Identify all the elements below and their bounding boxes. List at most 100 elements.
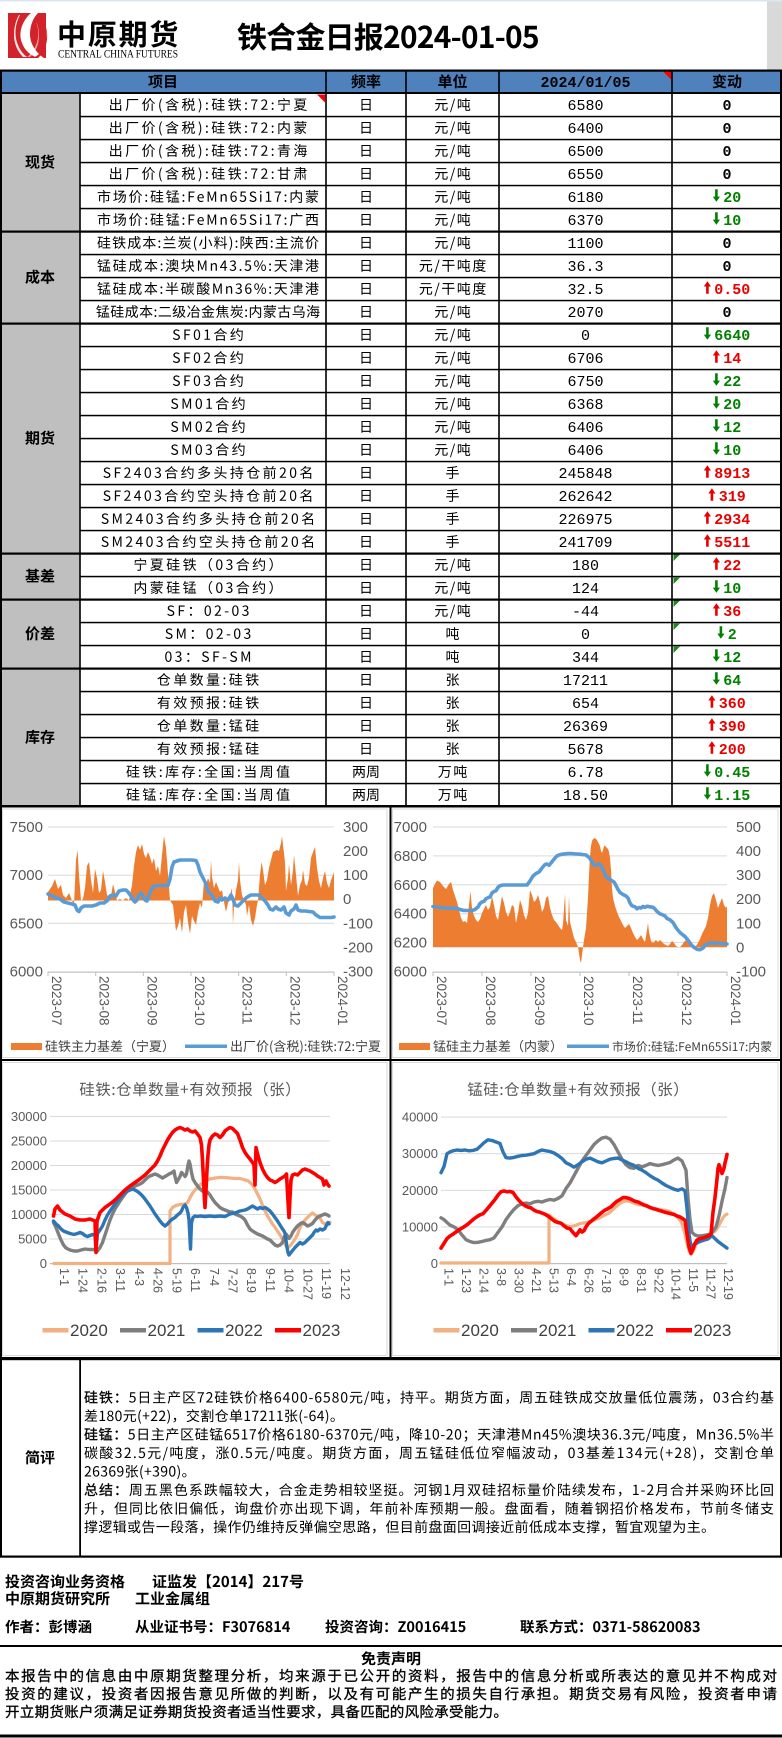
svg-text:20000: 20000 [402, 1183, 438, 1198]
svg-text:300: 300 [736, 867, 761, 884]
svg-text:14: 14 [723, 351, 741, 368]
svg-text:64: 64 [723, 673, 741, 690]
svg-text:5511: 5511 [714, 535, 750, 552]
svg-text:1100: 1100 [567, 236, 603, 253]
svg-text:2-16: 2-16 [94, 1268, 108, 1293]
svg-text:-44: -44 [572, 604, 599, 621]
svg-text:2-14: 2-14 [477, 1268, 491, 1293]
svg-text:6580: 6580 [567, 98, 603, 115]
svg-text:12: 12 [723, 650, 741, 667]
svg-text:CENTRAL CHINA FUTURES: CENTRAL CHINA FUTURES [58, 48, 178, 61]
svg-text:12-12: 12-12 [338, 1268, 352, 1300]
svg-text:40000: 40000 [402, 1110, 438, 1125]
svg-text:9-22: 9-22 [651, 1268, 665, 1293]
svg-text:6750: 6750 [567, 374, 603, 391]
svg-text:262642: 262642 [558, 489, 612, 506]
svg-text:2023-10: 2023-10 [192, 976, 207, 1026]
svg-text:6406: 6406 [567, 420, 603, 437]
svg-text:5000: 5000 [18, 1232, 47, 1247]
svg-text:2023-12: 2023-12 [679, 976, 694, 1026]
svg-text:6000: 6000 [10, 964, 43, 981]
svg-text:2023-07: 2023-07 [49, 976, 64, 1026]
svg-text:12: 12 [723, 420, 741, 437]
svg-text:6200: 6200 [394, 935, 427, 952]
svg-text:2934: 2934 [714, 512, 750, 529]
svg-text:-100: -100 [736, 964, 766, 981]
svg-text:2024/01/05: 2024/01/05 [540, 75, 630, 92]
svg-text:10: 10 [723, 443, 741, 460]
svg-text:11-19: 11-19 [319, 1268, 333, 1299]
svg-text:11-27: 11-27 [704, 1268, 718, 1299]
svg-text:2023: 2023 [303, 1321, 341, 1340]
svg-text:1-1: 1-1 [442, 1268, 456, 1286]
svg-text:2022: 2022 [616, 1321, 654, 1340]
svg-text:2023-08: 2023-08 [97, 976, 112, 1026]
svg-text:344: 344 [572, 650, 599, 667]
svg-text:124: 124 [572, 581, 599, 598]
svg-text:226975: 226975 [558, 512, 612, 529]
svg-text:100: 100 [736, 915, 761, 932]
svg-text:2: 2 [728, 627, 737, 644]
svg-text:30000: 30000 [11, 1109, 47, 1124]
svg-text:-200: -200 [343, 939, 373, 956]
svg-text:8-19: 8-19 [244, 1268, 258, 1293]
svg-text:6706: 6706 [567, 351, 603, 368]
svg-text:654: 654 [572, 696, 599, 713]
svg-text:8-31: 8-31 [634, 1268, 648, 1293]
svg-text:0: 0 [40, 1256, 47, 1271]
svg-text:6550: 6550 [567, 167, 603, 184]
svg-text:20000: 20000 [11, 1158, 47, 1173]
svg-text:8-9: 8-9 [616, 1268, 630, 1286]
svg-text:6500: 6500 [10, 915, 43, 932]
svg-text:17211: 17211 [563, 673, 608, 690]
svg-text:5678: 5678 [567, 742, 603, 759]
svg-text:300: 300 [343, 819, 368, 836]
svg-text:0: 0 [722, 305, 731, 322]
svg-text:6368: 6368 [567, 397, 603, 414]
svg-text:7-4: 7-4 [207, 1268, 221, 1286]
svg-text:6400: 6400 [567, 121, 603, 138]
svg-text:3-11: 3-11 [113, 1268, 127, 1292]
svg-text:6400: 6400 [394, 906, 427, 923]
svg-text:10000: 10000 [11, 1207, 47, 1222]
svg-text:500: 500 [736, 819, 761, 836]
svg-text:5-13: 5-13 [546, 1268, 560, 1293]
svg-text:7-27: 7-27 [226, 1268, 240, 1293]
svg-text:245848: 245848 [558, 466, 612, 483]
svg-text:0: 0 [343, 891, 351, 908]
svg-text:7500: 7500 [10, 819, 43, 836]
svg-text:10000: 10000 [402, 1219, 438, 1234]
svg-text:390: 390 [719, 719, 746, 736]
svg-text:12-19: 12-19 [721, 1268, 735, 1300]
svg-text:6-11: 6-11 [188, 1268, 202, 1292]
svg-text:0: 0 [722, 121, 731, 138]
svg-text:4-3: 4-3 [132, 1268, 146, 1286]
svg-text:36: 36 [723, 604, 741, 621]
svg-text:2021: 2021 [539, 1321, 577, 1340]
svg-text:2022: 2022 [225, 1321, 263, 1340]
svg-text:2024-01: 2024-01 [728, 976, 743, 1026]
svg-text:4-26: 4-26 [151, 1268, 165, 1293]
svg-text:319: 319 [719, 489, 746, 506]
svg-text:0: 0 [722, 144, 731, 161]
svg-text:7000: 7000 [10, 867, 43, 884]
svg-text:11-5: 11-5 [686, 1268, 700, 1292]
svg-text:6640: 6640 [714, 328, 750, 345]
svg-text:6800: 6800 [394, 848, 427, 865]
svg-text:36.3: 36.3 [567, 259, 603, 276]
svg-text:22: 22 [723, 374, 741, 391]
svg-text:1-1: 1-1 [57, 1268, 71, 1286]
svg-text:2070: 2070 [567, 305, 603, 322]
svg-text:20: 20 [723, 190, 741, 207]
svg-text:0.45: 0.45 [714, 765, 750, 782]
svg-text:0: 0 [581, 627, 590, 644]
svg-text:10: 10 [723, 213, 741, 230]
svg-text:6600: 6600 [394, 877, 427, 894]
svg-text:0: 0 [431, 1256, 438, 1271]
svg-text:200: 200 [343, 843, 368, 860]
svg-text:3-30: 3-30 [511, 1268, 525, 1293]
svg-text:2020: 2020 [461, 1321, 499, 1340]
svg-text:-300: -300 [343, 964, 373, 981]
svg-text:18.50: 18.50 [563, 788, 608, 805]
svg-text:180: 180 [572, 558, 599, 575]
